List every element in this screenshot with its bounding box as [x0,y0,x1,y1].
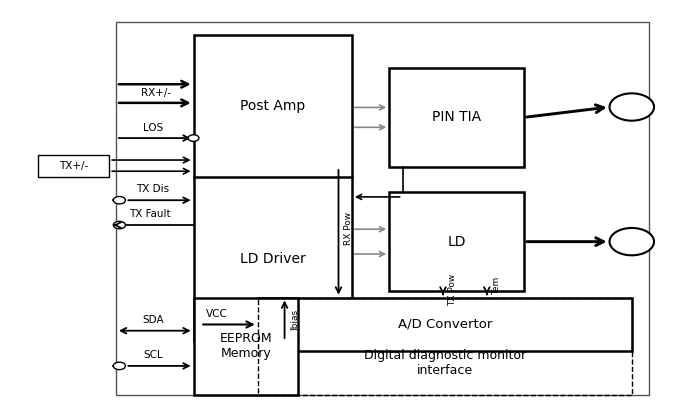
Bar [116,22,649,395]
Text: RX Pow: RX Pow [344,211,353,245]
Text: EEPROM
Memory: EEPROM Memory [219,332,272,360]
Text: LOS: LOS [143,123,163,133]
Circle shape [113,196,125,204]
Text: A/D Convertor: A/D Convertor [397,318,492,331]
Circle shape [113,362,125,369]
Bar [257,298,632,395]
Bar [389,68,524,167]
Text: Tem: Tem [492,277,501,295]
Text: PIN TIA: PIN TIA [432,111,481,124]
Text: LD Driver: LD Driver [240,252,305,266]
Text: VCC: VCC [206,309,228,319]
Text: LD: LD [447,235,466,249]
Text: RX+/-: RX+/- [141,88,171,98]
Text: Ibias: Ibias [290,309,299,330]
Bar [389,192,524,291]
Circle shape [188,135,199,141]
Text: TX Fault: TX Fault [129,209,171,219]
Circle shape [609,228,654,255]
Text: TX+/-: TX+/- [60,161,89,171]
Text: TX Pow: TX Pow [448,274,458,306]
Text: SCL: SCL [144,350,163,360]
Circle shape [113,221,125,229]
Bar [194,298,298,395]
Text: TX Dis: TX Dis [137,184,170,194]
Bar [194,35,352,341]
Bar [39,155,109,177]
Text: Post Amp: Post Amp [240,99,305,113]
Circle shape [609,93,654,121]
Text: Digital diagnostic monitor
interface: Digital diagnostic monitor interface [364,349,526,377]
Text: SDA: SDA [142,314,164,324]
Bar [257,298,632,352]
